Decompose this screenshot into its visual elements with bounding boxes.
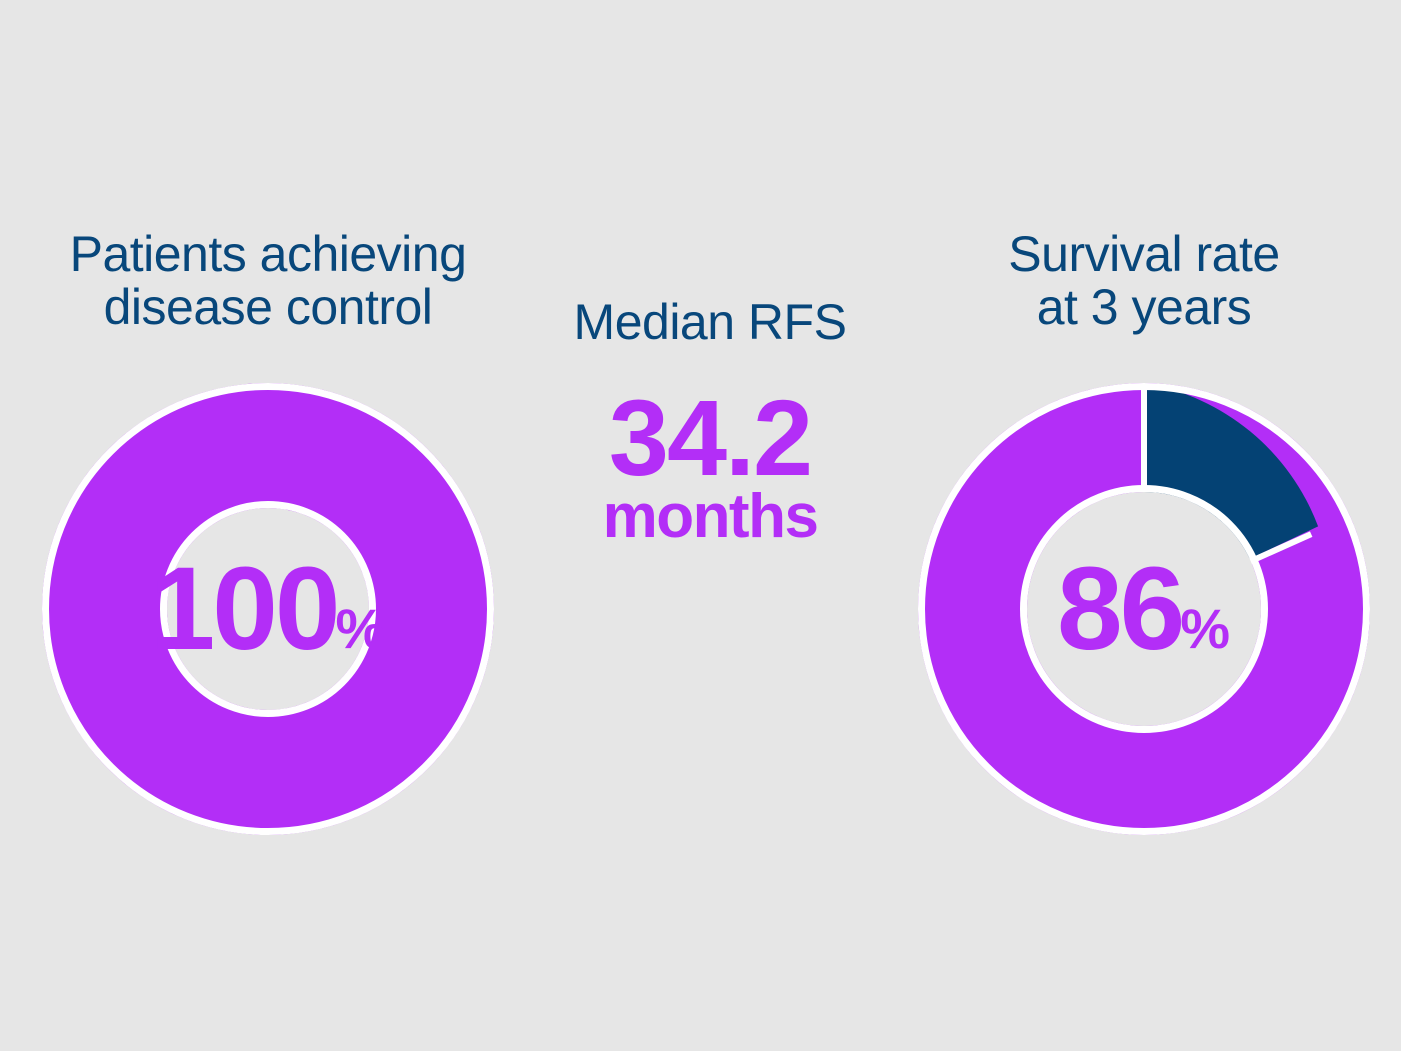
donut-hole [167, 508, 369, 710]
median-rfs-title: Median RFS [573, 294, 847, 350]
disease-control-number: 100 [149, 543, 341, 675]
disease-control-donut-chart: 100 % [42, 383, 494, 835]
survival-rate-percent-sign: % [1180, 597, 1230, 660]
disease-control-donut-svg [42, 383, 494, 835]
donut-inner-stroke [160, 501, 376, 717]
median-rfs-unit: months [602, 482, 819, 551]
disease-control-percent-sign: % [335, 597, 386, 660]
survival-rate-donut-svg [918, 383, 1370, 835]
survival-rate-number: 86 [1056, 543, 1185, 675]
survival-rate-center-value: 86 % [918, 383, 1370, 835]
donut-hole [1027, 492, 1261, 726]
median-rfs-number: 34.2 [608, 377, 813, 498]
median-rfs-stat: 34.2 months [544, 384, 876, 548]
disease-control-title: Patients achieving disease control [69, 226, 467, 335]
donut-inner-stroke [1020, 485, 1268, 733]
disease-control-center-value: 100 % [42, 383, 494, 835]
donut-outer-stroke [42, 383, 494, 835]
donut-outer-stroke [918, 383, 1370, 835]
survival-rate-donut-chart: 86 % [918, 383, 1370, 835]
survival-rate-title: Survival rate at 3 years [1008, 226, 1280, 335]
